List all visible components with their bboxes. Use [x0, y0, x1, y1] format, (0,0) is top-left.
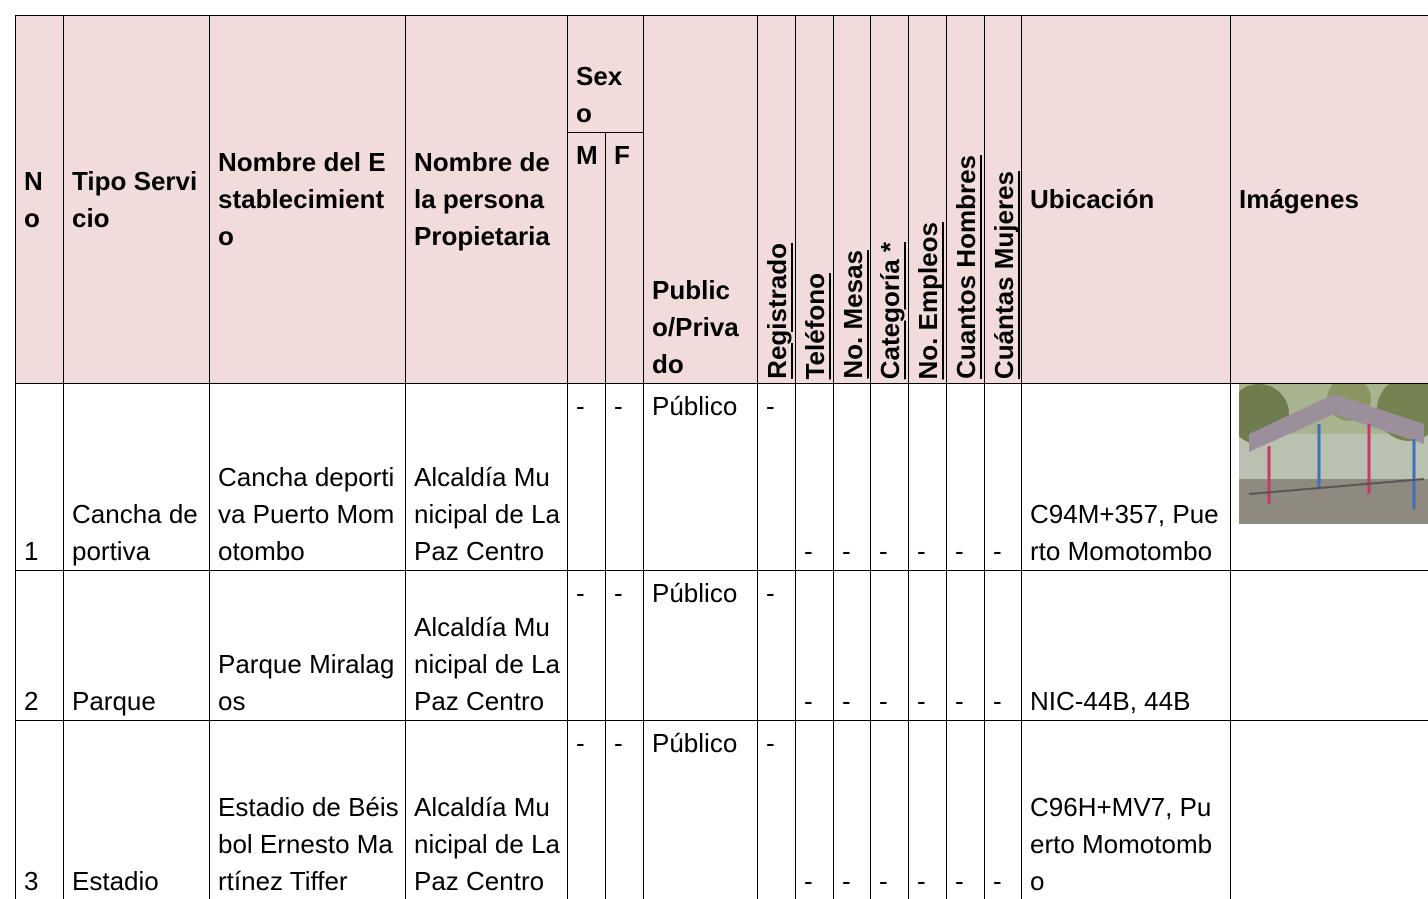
table-cell: - [984, 570, 1022, 721]
table-cell: Cancha deportiva [63, 383, 210, 571]
header-cell: Nombre del Establecimiento [209, 15, 406, 384]
image-cell [1230, 570, 1428, 721]
table-cell: - [795, 720, 834, 899]
header-cell: Cuántas Mujeres [984, 15, 1022, 384]
header-cell: Publico/Privado [643, 15, 758, 384]
table-cell: Cancha deportiva Puerto Momotombo [209, 383, 406, 571]
header-cell: Imágenes [1230, 15, 1428, 384]
table-cell: Alcaldía Municipal de La Paz Centro [405, 570, 568, 721]
header-subcell: F [605, 132, 644, 384]
table-cell: 1 [15, 383, 64, 571]
table-cell: - [757, 720, 796, 899]
table-cell: Parque [63, 570, 210, 721]
table-cell: - [605, 383, 644, 571]
table-cell: - [567, 720, 606, 899]
table-cell: Estadio [63, 720, 210, 899]
table-cell: - [946, 570, 985, 721]
table-cell: - [908, 720, 947, 899]
header-cell: Sexo [567, 15, 644, 133]
table-header: No Tipo Servicio Nombre del Establecimient… [15, 15, 1428, 384]
table-cell: - [908, 383, 947, 571]
table-cell: - [757, 383, 796, 571]
rotated-header: No. Empleos [913, 221, 943, 379]
header-cell: Categoría * [870, 15, 909, 384]
table-cell: NIC-44B, 44B [1021, 570, 1231, 721]
table-cell: Público [643, 570, 758, 721]
table-cell: - [984, 720, 1022, 899]
table-cell: - [795, 570, 834, 721]
table-cell: - [833, 383, 871, 571]
table-cell: - [605, 570, 644, 721]
photo [1239, 384, 1428, 524]
rotated-header: Cuantos Hombres [951, 155, 981, 379]
table-body: 1 Cancha deportiva Cancha deportiva Puerto… [15, 383, 1428, 899]
table-cell: - [833, 570, 871, 721]
table-row: 3 Estadio Estadio de Béisbol Ernesto Martí… [15, 720, 1428, 899]
table-cell: - [946, 383, 985, 571]
table-cell: - [984, 383, 1022, 571]
table-cell: 3 [15, 720, 64, 899]
image-cell [1230, 720, 1428, 899]
table-cell: C96H+MV7, Puerto Momotombo [1021, 720, 1231, 899]
rotated-header: Cuántas Mujeres [989, 170, 1019, 379]
header-cell: Teléfono [795, 15, 834, 384]
table-cell: - [870, 383, 909, 571]
table-cell: - [908, 570, 947, 721]
table-row: 1 Cancha deportiva Cancha deportiva Puerto… [15, 383, 1428, 571]
table-cell: - [605, 720, 644, 899]
header-cell: Nombre de la persona Propietaria [405, 15, 568, 384]
header-cell: No [15, 15, 64, 384]
table-cell: - [870, 570, 909, 721]
table-row: 2 Parque Parque Miralagos Alcaldía Municipa… [15, 570, 1428, 721]
table-cell: Público [643, 720, 758, 899]
table-cell: Alcaldía Municipal de La Paz Centro [405, 383, 568, 571]
table-cell: - [567, 383, 606, 571]
table-cell: - [946, 720, 985, 899]
table-cell: C94M+357, Puerto Momotombo [1021, 383, 1231, 571]
header-cell: Registrado [757, 15, 796, 384]
rotated-header: Registrado [762, 243, 792, 379]
image-cell [1230, 383, 1428, 571]
table-cell: Parque Miralagos [209, 570, 406, 721]
header-subcell: M [567, 132, 606, 384]
table-cell: Alcaldía Municipal de La Paz Centro [405, 720, 568, 899]
table-cell: - [795, 383, 834, 571]
rotated-header: No. Mesas [838, 250, 868, 379]
table-cell: - [757, 570, 796, 721]
header-cell: No. Mesas [833, 15, 871, 384]
header-cell: No. Empleos [908, 15, 947, 384]
rotated-header: Teléfono [800, 272, 830, 379]
header-cell: Cuantos Hombres [946, 15, 985, 384]
table-cell: 2 [15, 570, 64, 721]
table-cell: - [833, 720, 871, 899]
header-cell: Ubicación [1021, 15, 1231, 384]
page: No Tipo Servicio Nombre del Establecimient… [15, 15, 1428, 899]
header-cell: Tipo Servicio [63, 15, 210, 384]
table-cell: - [567, 570, 606, 721]
table: No Tipo Servicio Nombre del Establecimient… [15, 15, 1428, 899]
table-cell: - [870, 720, 909, 899]
table-cell: Público [643, 383, 758, 571]
rotated-header: Categoría * [875, 241, 905, 379]
header-row: No Tipo Servicio Nombre del Establecimient… [15, 15, 1428, 384]
table-cell: Estadio de Béisbol Ernesto Martínez Tiff… [209, 720, 406, 899]
